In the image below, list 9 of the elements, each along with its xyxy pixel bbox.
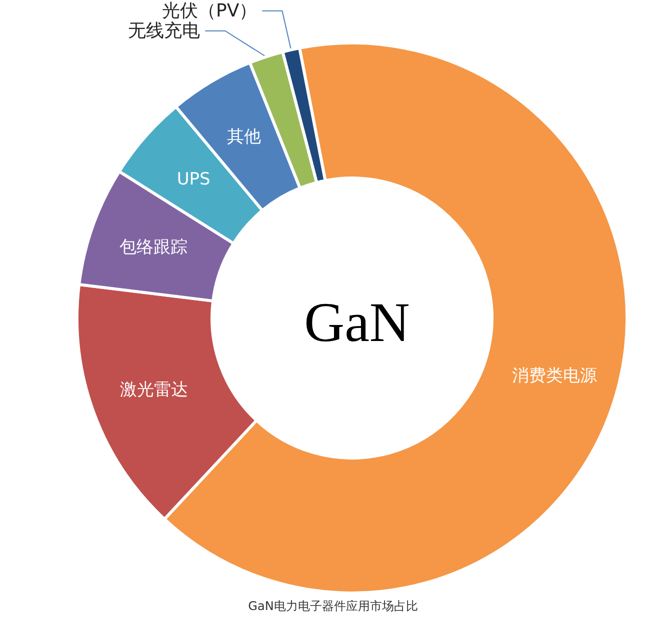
slice-label: 光伏（PV） xyxy=(162,0,258,22)
slice-label: 包络跟踪 xyxy=(120,237,188,258)
slice-label: 消费类电源 xyxy=(512,366,597,386)
slice-label: UPS xyxy=(176,169,210,190)
text: GaN xyxy=(304,292,410,354)
slice-label: 其他 xyxy=(227,127,262,148)
slice-label: 无线充电 xyxy=(128,20,200,42)
text: GaN电力电子器件应用市场占比 xyxy=(248,599,418,613)
slice-label: 激光雷达 xyxy=(120,380,188,400)
